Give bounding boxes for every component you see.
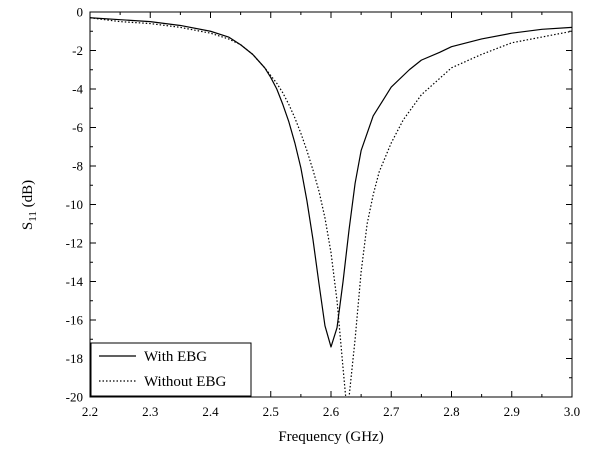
y-tick-label: 0 xyxy=(77,5,84,20)
y-tick-label: -12 xyxy=(66,236,83,251)
y-tick-label: -18 xyxy=(66,351,83,366)
y-tick-label: -8 xyxy=(72,159,83,174)
y-axis: 0 -2 -4 -6 -8 -10 -12 -14 -16 -18 -20 xyxy=(66,5,572,405)
x-axis-title: Frequency (GHz) xyxy=(278,429,383,445)
y-tick-label: -6 xyxy=(72,120,83,135)
legend: With EBG Without EBG xyxy=(90,342,252,397)
y-tick-label: -20 xyxy=(66,390,83,405)
x-tick-label: 2.2 xyxy=(82,404,98,419)
x-tick-label: 2.4 xyxy=(202,404,219,419)
legend-box xyxy=(90,342,252,397)
y-tick-label: -2 xyxy=(72,43,83,58)
x-tick-label: 2.3 xyxy=(142,404,158,419)
legend-label-without-ebg: Without EBG xyxy=(144,374,226,390)
x-tick-label: 3.0 xyxy=(564,404,580,419)
y-tick-label: -14 xyxy=(66,274,84,289)
series-line-with-ebg xyxy=(90,17,572,348)
series-line-without-ebg xyxy=(90,17,572,397)
series-group xyxy=(90,17,572,397)
x-tick-label: 2.9 xyxy=(504,404,520,419)
x-tick-label: 2.7 xyxy=(383,404,400,419)
y-tick-label: -4 xyxy=(72,82,83,97)
x-axis: 2.2 2.3 2.4 2.5 2.6 2.7 2.8 2.9 3.0 xyxy=(82,12,580,419)
x-tick-label: 2.6 xyxy=(323,404,340,419)
x-tick-label: 2.8 xyxy=(443,404,459,419)
legend-label-with-ebg: With EBG xyxy=(144,349,207,365)
x-tick-label: 2.5 xyxy=(263,404,279,419)
y-axis-title: S11 (dB) xyxy=(20,180,39,230)
plot-frame xyxy=(89,11,573,398)
y-tick-label: -10 xyxy=(66,197,83,212)
y-tick-label: -16 xyxy=(66,313,84,328)
